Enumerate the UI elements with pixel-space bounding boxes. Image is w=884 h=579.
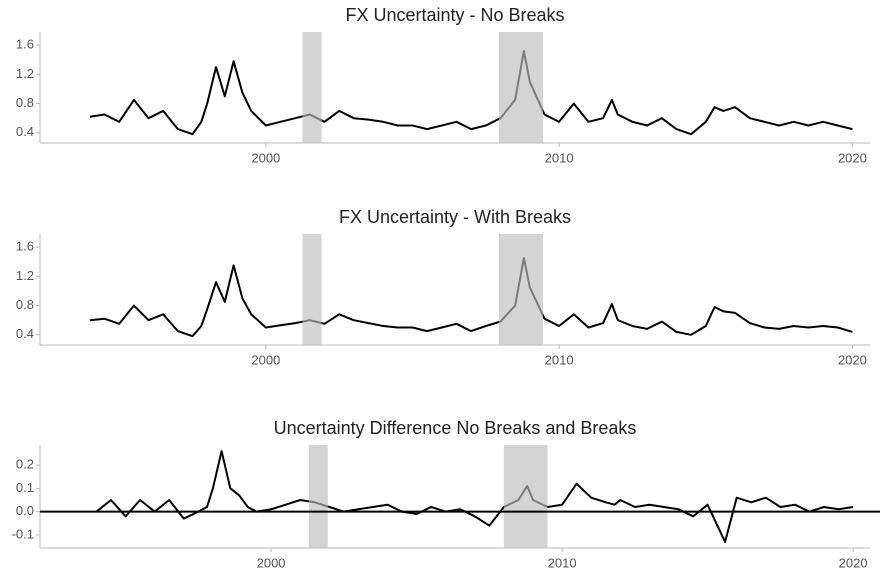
x-tick-label: 2020 — [839, 555, 868, 570]
shaded-period — [302, 234, 322, 345]
y-tick-label: 1.6 — [16, 37, 34, 52]
x-tick-label: 2010 — [545, 150, 574, 165]
y-tick-label: 0.4 — [16, 326, 34, 341]
chart-title: FX Uncertainty - With Breaks — [339, 207, 571, 227]
x-tick-label: 2010 — [545, 352, 574, 367]
y-tick-label: 1.2 — [16, 66, 34, 81]
x-tick-label: 2000 — [251, 352, 280, 367]
chart-title: FX Uncertainty - No Breaks — [345, 5, 564, 25]
x-tick-label: 2000 — [251, 150, 280, 165]
y-tick-label: 0.8 — [16, 95, 34, 110]
y-tick-label: 0.4 — [16, 124, 34, 139]
y-tick-label: 0.8 — [16, 297, 34, 312]
shaded-period — [498, 234, 543, 345]
shaded-period — [302, 32, 322, 143]
shaded-period — [503, 445, 548, 548]
x-tick-label: 2000 — [257, 555, 286, 570]
chart-title: Uncertainty Difference No Breaks and Bre… — [274, 418, 637, 438]
y-tick-label: 0.2 — [16, 456, 34, 471]
y-tick-label: -0.1 — [12, 526, 34, 541]
data-line — [89, 50, 853, 136]
x-tick-label: 2020 — [838, 150, 867, 165]
y-tick-label: 0.1 — [16, 480, 34, 495]
shaded-period — [308, 445, 328, 548]
shaded-period — [498, 32, 543, 143]
x-tick-label: 2020 — [838, 352, 867, 367]
y-tick-label: 1.2 — [16, 268, 34, 283]
data-line — [89, 257, 853, 338]
y-tick-label: 1.6 — [16, 239, 34, 254]
y-tick-label: 0.0 — [16, 503, 34, 518]
data-line — [95, 450, 854, 543]
x-tick-label: 2010 — [548, 555, 577, 570]
